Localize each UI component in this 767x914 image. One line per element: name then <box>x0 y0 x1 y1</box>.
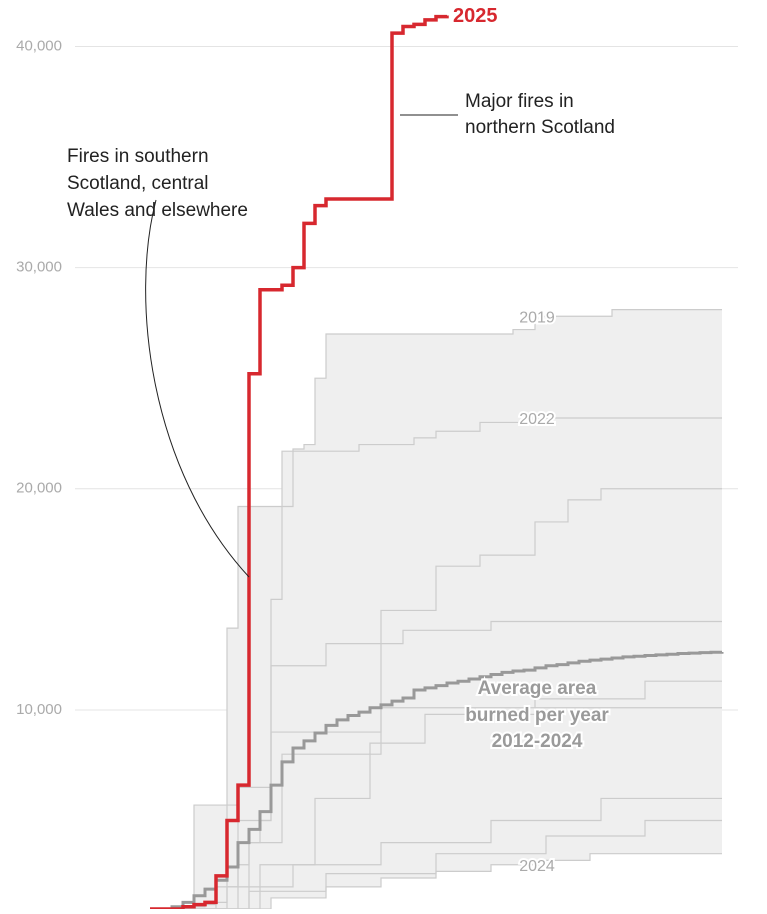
leader-line <box>145 199 250 578</box>
y-tick-label: 40,000 <box>16 37 62 54</box>
annotation: Scotland, central <box>67 173 209 194</box>
series-line <box>150 797 722 910</box>
annotation: Average area <box>478 678 597 699</box>
annotation: Fires in southern <box>67 146 209 167</box>
series-line <box>150 650 724 911</box>
series-label: 2025 <box>453 5 498 27</box>
annotation: burned per year <box>465 705 609 726</box>
annotation: Major fires in <box>465 91 574 112</box>
annotation: northern Scotland <box>465 117 615 138</box>
y-tick-label: 20,000 <box>16 480 62 497</box>
series-label: 2019 <box>519 309 555 326</box>
series-label: 2024 <box>519 858 555 875</box>
series-line <box>150 819 722 910</box>
series-line <box>150 620 722 910</box>
y-tick-label: 10,000 <box>16 701 62 718</box>
annotation: 2012-2024 <box>492 731 583 752</box>
series-line <box>150 417 722 910</box>
labels-layer: 2019 2022 2024 2025 <box>453 5 557 877</box>
annotation: Wales and elsewhere <box>67 200 248 221</box>
y-tick-label: 30,000 <box>16 259 62 276</box>
series-line <box>150 14 449 911</box>
series-label: 2022 <box>519 411 555 428</box>
